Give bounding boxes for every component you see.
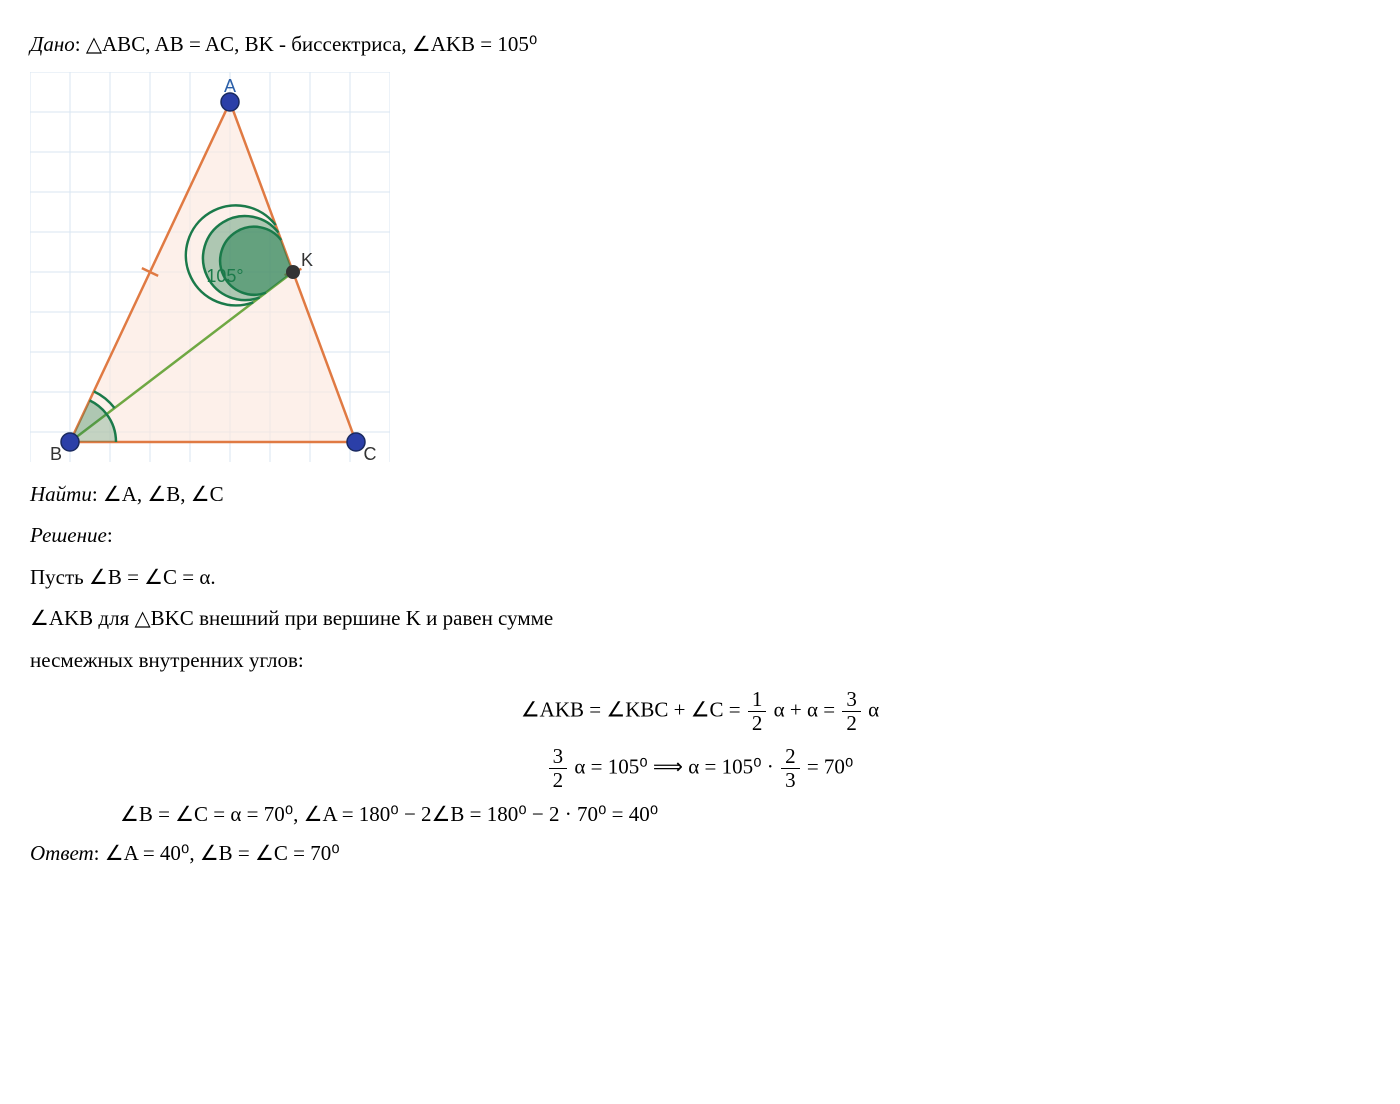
- eq1-frac2: 3 2: [842, 688, 861, 735]
- svg-text:K: K: [301, 250, 313, 270]
- equation-1: ∠AKB = ∠KBC + ∠C = 1 2 α + α = 3 2 α: [30, 688, 1370, 735]
- solution-line3: несмежных внутренних углов:: [30, 644, 1370, 678]
- eq3-text: ∠B = ∠C = α = 70⁰, ∠A = 180⁰ − 2∠B = 180…: [120, 802, 658, 826]
- eq2-p1: α = 105⁰ ⟹ α = 105⁰ ·: [574, 754, 779, 778]
- equation-3: ∠B = ∠C = α = 70⁰, ∠A = 180⁰ − 2∠B = 180…: [30, 802, 1370, 827]
- solution-line2: ∠AKB для △BKC внешний при вершине K и ра…: [30, 602, 1370, 636]
- given-line: Дано: △ABC, AB = AC, BK - биссектриса, ∠…: [30, 28, 1370, 62]
- answer-line: Ответ: ∠A = 40⁰, ∠B = ∠C = 70⁰: [30, 837, 1370, 871]
- eq2-p2: = 70⁰: [807, 754, 854, 778]
- equation-2: 3 2 α = 105⁰ ⟹ α = 105⁰ · 2 3 = 70⁰: [30, 745, 1370, 792]
- svg-text:105°: 105°: [206, 266, 243, 286]
- given-text: : △ABC, AB = AC, BK - биссектриса, ∠AKB …: [75, 32, 538, 56]
- eq1-p2: α + α =: [774, 697, 841, 721]
- eq2-frac2: 2 3: [781, 745, 800, 792]
- eq1-p3: α: [868, 697, 879, 721]
- solution-label-line: Решение:: [30, 519, 1370, 553]
- svg-text:B: B: [50, 444, 62, 462]
- solution-label: Решение: [30, 523, 107, 547]
- eq2-frac1: 3 2: [549, 745, 568, 792]
- find-text: : ∠A, ∠B, ∠C: [92, 482, 224, 506]
- svg-text:A: A: [224, 76, 236, 96]
- answer-label: Ответ: [30, 841, 94, 865]
- eq1-p1: ∠AKB = ∠KBC + ∠C =: [521, 697, 746, 721]
- solution-line1: Пусть ∠B = ∠C = α.: [30, 561, 1370, 595]
- eq1-frac1: 1 2: [748, 688, 767, 735]
- find-line: Найти: ∠A, ∠B, ∠C: [30, 478, 1370, 512]
- svg-text:C: C: [364, 444, 377, 462]
- diagram-svg: 105° A B C K: [30, 72, 390, 462]
- triangle-diagram: 105° A B C K: [30, 72, 1370, 468]
- find-label: Найти: [30, 482, 92, 506]
- given-label: Дано: [30, 32, 75, 56]
- answer-text: : ∠A = 40⁰, ∠B = ∠C = 70⁰: [94, 841, 340, 865]
